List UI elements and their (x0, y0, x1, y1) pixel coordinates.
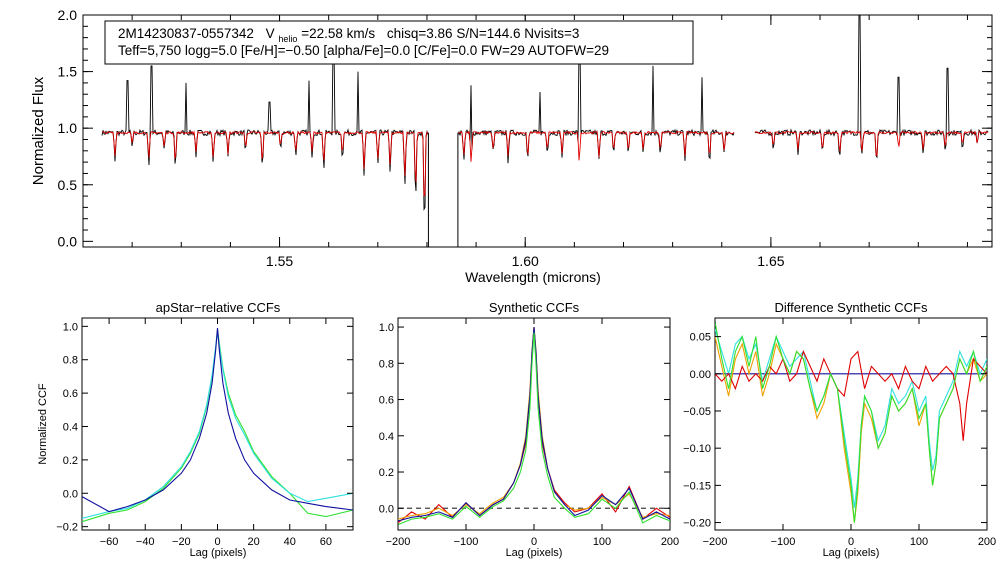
dif-series-orange (715, 336, 987, 523)
ap-series-cyan (82, 331, 353, 519)
synthetic-axes: −200 −100 0 100 200 0.0 0.2 0.4 0.6 0.8 1.0 (379, 318, 679, 548)
spectrum-ytick-label: 0.5 (58, 177, 78, 193)
spectrum-series-observed (754, 15, 989, 159)
difference-axes: −200 −100 0 100 200 −0.20 −0.15 −0.10 −0.05 0.00 0… (683, 318, 996, 548)
spectrum-xlabel: Wavelength (microns) (465, 269, 601, 285)
vhelio-value: =22.58 km/s (301, 26, 375, 41)
syn-xtick-label: 100 (593, 536, 611, 548)
difference-title: Difference Synthetic CCFs (775, 300, 928, 315)
spectrum-series-model (101, 129, 429, 197)
ap-series-blue (82, 327, 353, 513)
ap-xtick-label: −40 (136, 536, 155, 548)
spectrum-series-observed (101, 46, 429, 211)
ap-ytick-label: 0.2 (63, 455, 78, 467)
ap-xtick-label: 0 (214, 536, 220, 548)
spectrum-ytick-label: 1.5 (58, 64, 78, 80)
syn-xtick-label: −100 (454, 536, 479, 548)
difference-data (715, 321, 987, 523)
ap-xtick-label: −20 (172, 536, 191, 548)
ap-xtick-label: −60 (100, 536, 119, 548)
ap-ytick-label: 0.6 (63, 388, 78, 400)
apstar-xlabel: Lag (pixels) (190, 547, 247, 559)
dif-xtick-label: 200 (978, 536, 996, 548)
ap-ytick-label: −0.2 (56, 522, 78, 534)
dif-xtick-label: 0 (848, 536, 854, 548)
synthetic-xlabel: Lag (pixels) (506, 547, 563, 559)
ap-xtick-label: 40 (284, 536, 296, 548)
spectrum-series-model (754, 130, 989, 157)
dif-ytick-label: −0.15 (683, 480, 711, 492)
spectrum-series-observed (457, 46, 735, 164)
spectrum-axes: 1.55 1.60 1.65 0.0 0.5 1.0 1.5 2.0 (58, 7, 992, 269)
spectrum-ytick-label: 0.0 (58, 233, 78, 249)
apstar-frame (81, 317, 354, 531)
spectrum-data (101, 15, 989, 247)
dif-xtick-label: −200 (703, 536, 728, 548)
apstar-data (82, 327, 353, 523)
spectrum-xtick-label: 1.65 (757, 253, 784, 269)
syn-series-orange (398, 327, 670, 520)
difference-ccf-panel: Difference Synthetic CCFs −200 −100 0 100 20… (683, 300, 996, 559)
syn-ytick-label: 0.8 (379, 358, 394, 370)
difference-xlabel: Lag (pixels) (823, 547, 880, 559)
ap-ytick-label: 0.4 (63, 422, 78, 434)
synthetic-data (398, 327, 670, 526)
dif-ytick-label: 0.00 (690, 369, 711, 381)
ap-xtick-label: 60 (320, 536, 332, 548)
dif-series-green (715, 321, 987, 523)
syn-series-green (398, 332, 670, 526)
syn-ytick-label: 0.0 (379, 503, 394, 515)
spectrum-panel: 1.55 1.60 1.65 0.0 0.5 1.0 1.5 2.0 2M14230837-0… (30, 7, 993, 285)
spectrum-ytick-label: 1.0 (58, 120, 78, 136)
ap-ytick-label: 0.0 (63, 488, 78, 500)
apstar-axes: −60 −40 −20 0 20 40 60 −0.2 0.0 0.2 0.4 0.6 0.8 1.0 (56, 318, 353, 548)
star-id: 2M14230837-0557342 (118, 26, 254, 41)
syn-ytick-label: 0.6 (379, 395, 394, 407)
syn-ytick-label: 0.2 (379, 467, 394, 479)
syn-xtick-label: −200 (386, 536, 411, 548)
dif-series-cyan (715, 329, 987, 508)
dif-ytick-label: −0.05 (683, 406, 711, 418)
vhelio-prefix: V (266, 26, 275, 41)
apstar-title: apStar−relative CCFs (156, 300, 281, 315)
synthetic-title: Synthetic CCFs (489, 300, 580, 315)
vhelio-subscript: helio (278, 34, 297, 44)
spectrum-ylabel: Normalized Flux (30, 76, 47, 185)
apstar-ylabel: Normalized CCF (37, 383, 49, 465)
difference-frame (714, 317, 988, 531)
spectrum-xtick-label: 1.55 (266, 253, 293, 269)
dif-xtick-label: 100 (910, 536, 928, 548)
synthetic-frame (397, 317, 671, 531)
dif-ytick-label: −0.10 (683, 443, 711, 455)
spectrum-series-model (457, 130, 735, 162)
info-line-1: 2M14230837-0557342 V helio =22.58 km/s c… (118, 26, 579, 45)
syn-series-blue (398, 327, 670, 522)
info-box (104, 20, 694, 65)
info-line-2: Teff=5,750 logg=5.0 [Fe/H]=−0.50 [alpha/… (118, 43, 609, 58)
syn-xtick-label: 0 (531, 536, 537, 548)
apstar-ccf-panel: apStar−relative CCFs −60 −40 −20 0 20 40 60 −0.… (37, 300, 354, 559)
ap-series-green (82, 329, 353, 523)
ap-ytick-label: 1.0 (63, 321, 78, 333)
syn-xtick-label: 200 (661, 536, 679, 548)
spectrum-frame (82, 14, 993, 248)
spectrum-xtick-label: 1.60 (512, 253, 539, 269)
syn-ytick-label: 0.4 (379, 431, 394, 443)
ap-ytick-label: 0.8 (63, 355, 78, 367)
synthetic-ccf-panel: Synthetic CCFs −200 −100 0 100 200 0.0 0.2 0.4 0… (379, 300, 679, 559)
spectrum-ytick-label: 2.0 (58, 7, 78, 23)
ap-xtick-label: 20 (248, 536, 260, 548)
syn-ytick-label: 1.0 (379, 322, 394, 334)
dif-xtick-label: −100 (771, 536, 796, 548)
fit-stats: chisq=3.86 S/N=144.6 Nvisits=3 (387, 26, 580, 41)
dif-ytick-label: −0.20 (683, 518, 711, 530)
dif-ytick-label: 0.05 (690, 332, 711, 344)
